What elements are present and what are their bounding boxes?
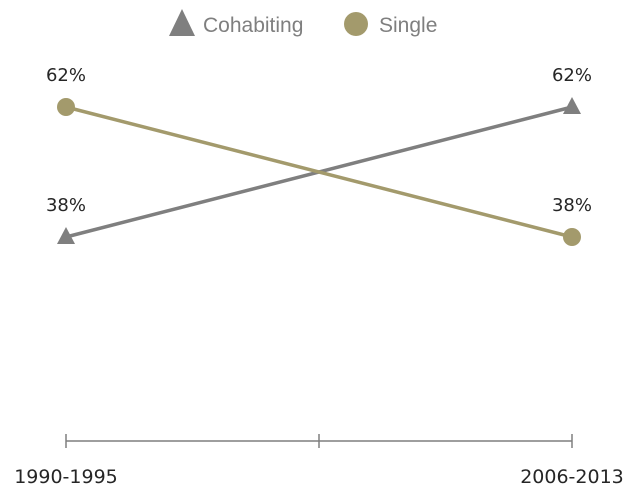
data-point-single <box>57 98 75 116</box>
plot-area: 38% 62% 62% 38% <box>46 65 592 246</box>
data-label-cohabiting: 38% <box>46 195 86 216</box>
legend: Cohabiting Single <box>169 9 437 37</box>
series-line-single <box>65 105 573 239</box>
x-tick-label: 1990-1995 <box>14 466 118 485</box>
x-tick-label: 2006-2013 <box>520 466 624 485</box>
legend-label-cohabiting: Cohabiting <box>203 14 303 37</box>
legend-circle-icon <box>344 12 368 36</box>
data-label-single: 62% <box>46 65 86 86</box>
x-axis: 1990-1995 2006-2013 <box>14 434 624 485</box>
data-point-single <box>563 228 581 246</box>
data-label-cohabiting: 62% <box>552 65 592 86</box>
data-point-cohabiting <box>563 97 581 114</box>
legend-label-single: Single <box>379 14 437 37</box>
data-point-cohabiting <box>57 227 75 244</box>
legend-triangle-icon <box>169 9 195 36</box>
data-label-single: 38% <box>552 195 592 216</box>
